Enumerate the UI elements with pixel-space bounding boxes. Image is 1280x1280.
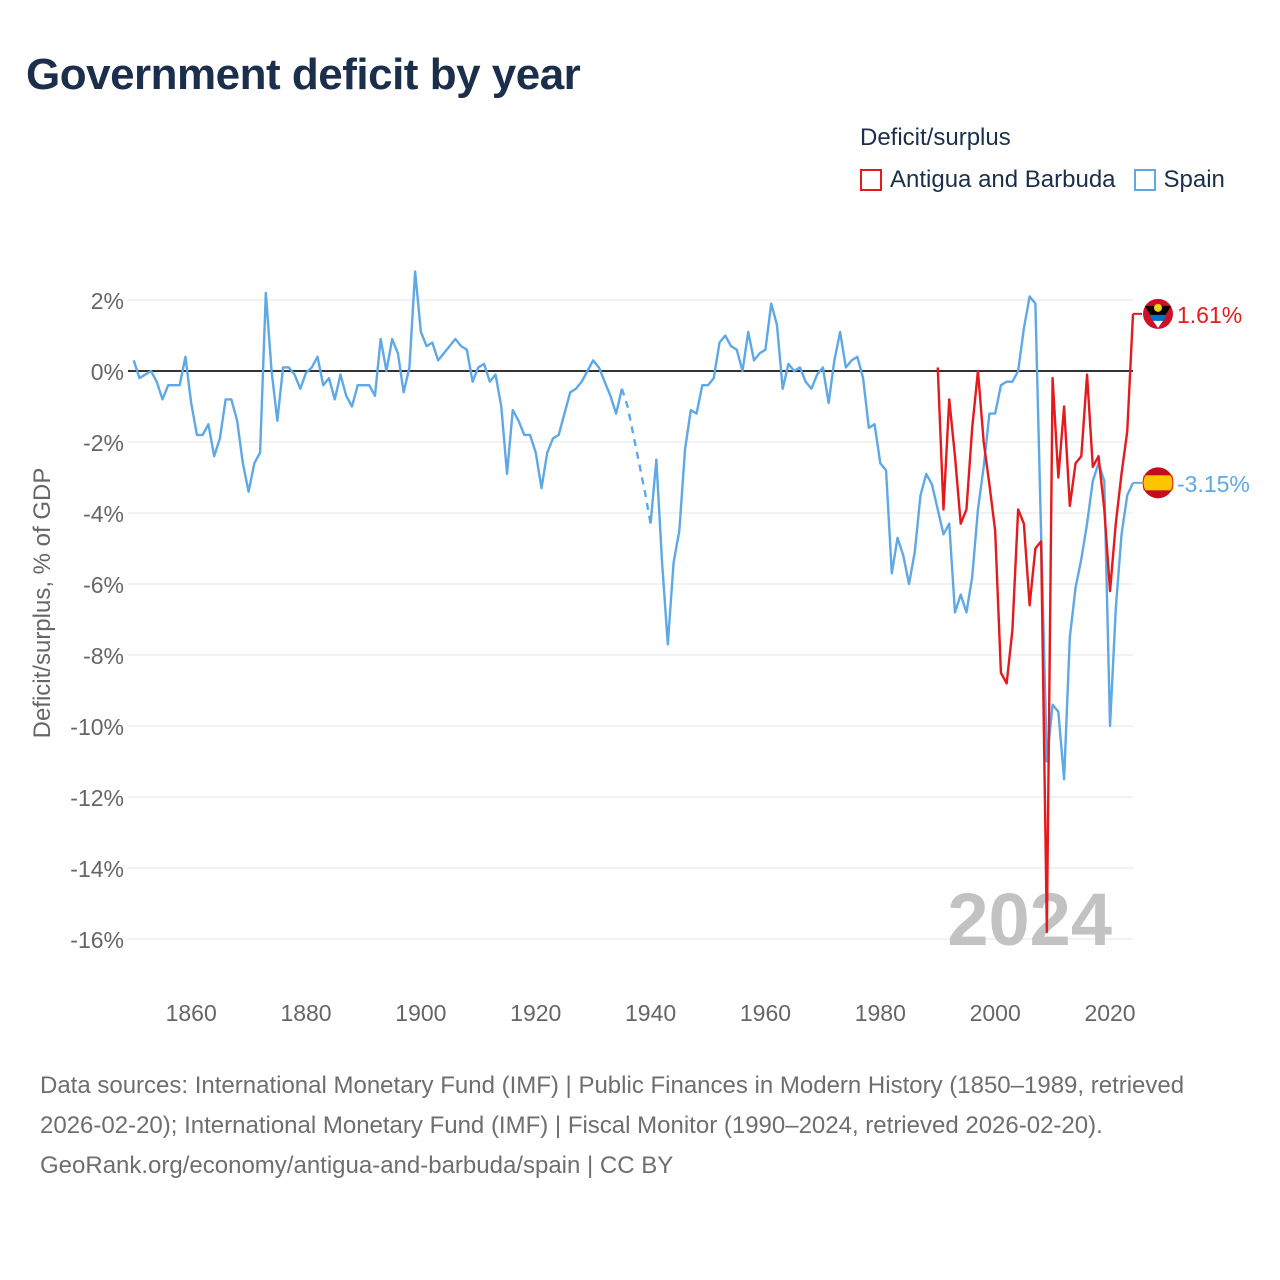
series-line-spain[interactable] (649, 295, 1135, 781)
legend-label-spain: Spain (1163, 166, 1225, 193)
footer: Data sources: International Monetary Fun… (40, 1066, 1240, 1186)
legend-item-spain[interactable]: Spain (1133, 166, 1225, 194)
credit-link[interactable]: GeoRank.org/economy/antigua-and-barbuda/… (40, 1152, 674, 1179)
chart-svg: 2% 0% -2% -4% -6% -8% -10% -12% -14% -16% 1860 188… (29, 270, 1250, 1026)
legend-item-antigua[interactable]: Antigua and Barbuda (860, 166, 1116, 194)
year-watermark: 2024 (947, 878, 1112, 961)
legend: Antigua and Barbuda Spain (860, 166, 1243, 194)
series-line-antigua[interactable] (936, 313, 1135, 934)
flag-icon-antigua (1143, 298, 1173, 329)
end-label-spain: -3.15% (1177, 471, 1250, 497)
y-tick-label: -8% (83, 643, 124, 669)
data-sources: Data sources: International Monetary Fun… (40, 1072, 1185, 1139)
series-line-spain[interactable] (132, 270, 624, 493)
x-tick-label: 2000 (970, 1000, 1021, 1026)
x-tick-label: 1940 (625, 1000, 676, 1026)
y-axis-label: Deficit/surplus, % of GDP (29, 468, 56, 739)
legend-title: Deficit/surplus (860, 124, 1011, 151)
x-tick-label: 2020 (1084, 1000, 1135, 1026)
x-tick-labels: 1860 1880 1900 1920 1940 1960 1980 2000 2020 (166, 1000, 1136, 1026)
y-tick-label: -6% (83, 572, 124, 598)
y-tick-label: 0% (91, 359, 124, 385)
grid-lines (128, 299, 1133, 940)
legend-swatch-antigua (860, 169, 882, 191)
x-tick-label: 1980 (855, 1000, 906, 1026)
end-markers: -3.15% 1.61% (1133, 298, 1250, 499)
x-tick-label: 1960 (740, 1000, 791, 1026)
y-tick-label: -2% (83, 430, 124, 456)
y-tick-label: -14% (70, 856, 124, 882)
y-tick-label: -4% (83, 501, 124, 527)
legend-label-antigua: Antigua and Barbuda (890, 166, 1116, 193)
series-lines (132, 270, 1135, 934)
flag-icon-spain (1142, 467, 1174, 499)
x-tick-label: 1900 (395, 1000, 446, 1026)
chart-title: Government deficit by year (26, 50, 581, 99)
y-tick-label: -16% (70, 927, 124, 953)
legend-swatch-spain (1133, 169, 1156, 191)
x-tick-label: 1860 (166, 1000, 217, 1026)
end-label-antigua: 1.61% (1177, 302, 1242, 328)
x-tick-label: 1920 (510, 1000, 561, 1026)
series-line-spain[interactable] (620, 388, 652, 524)
y-tick-labels: 2% 0% -2% -4% -6% -8% -10% -12% -14% -16% (70, 288, 124, 953)
y-tick-label: -12% (70, 785, 124, 811)
x-tick-label: 1880 (280, 1000, 331, 1026)
y-tick-label: -10% (70, 714, 124, 740)
y-tick-label: 2% (91, 288, 124, 314)
